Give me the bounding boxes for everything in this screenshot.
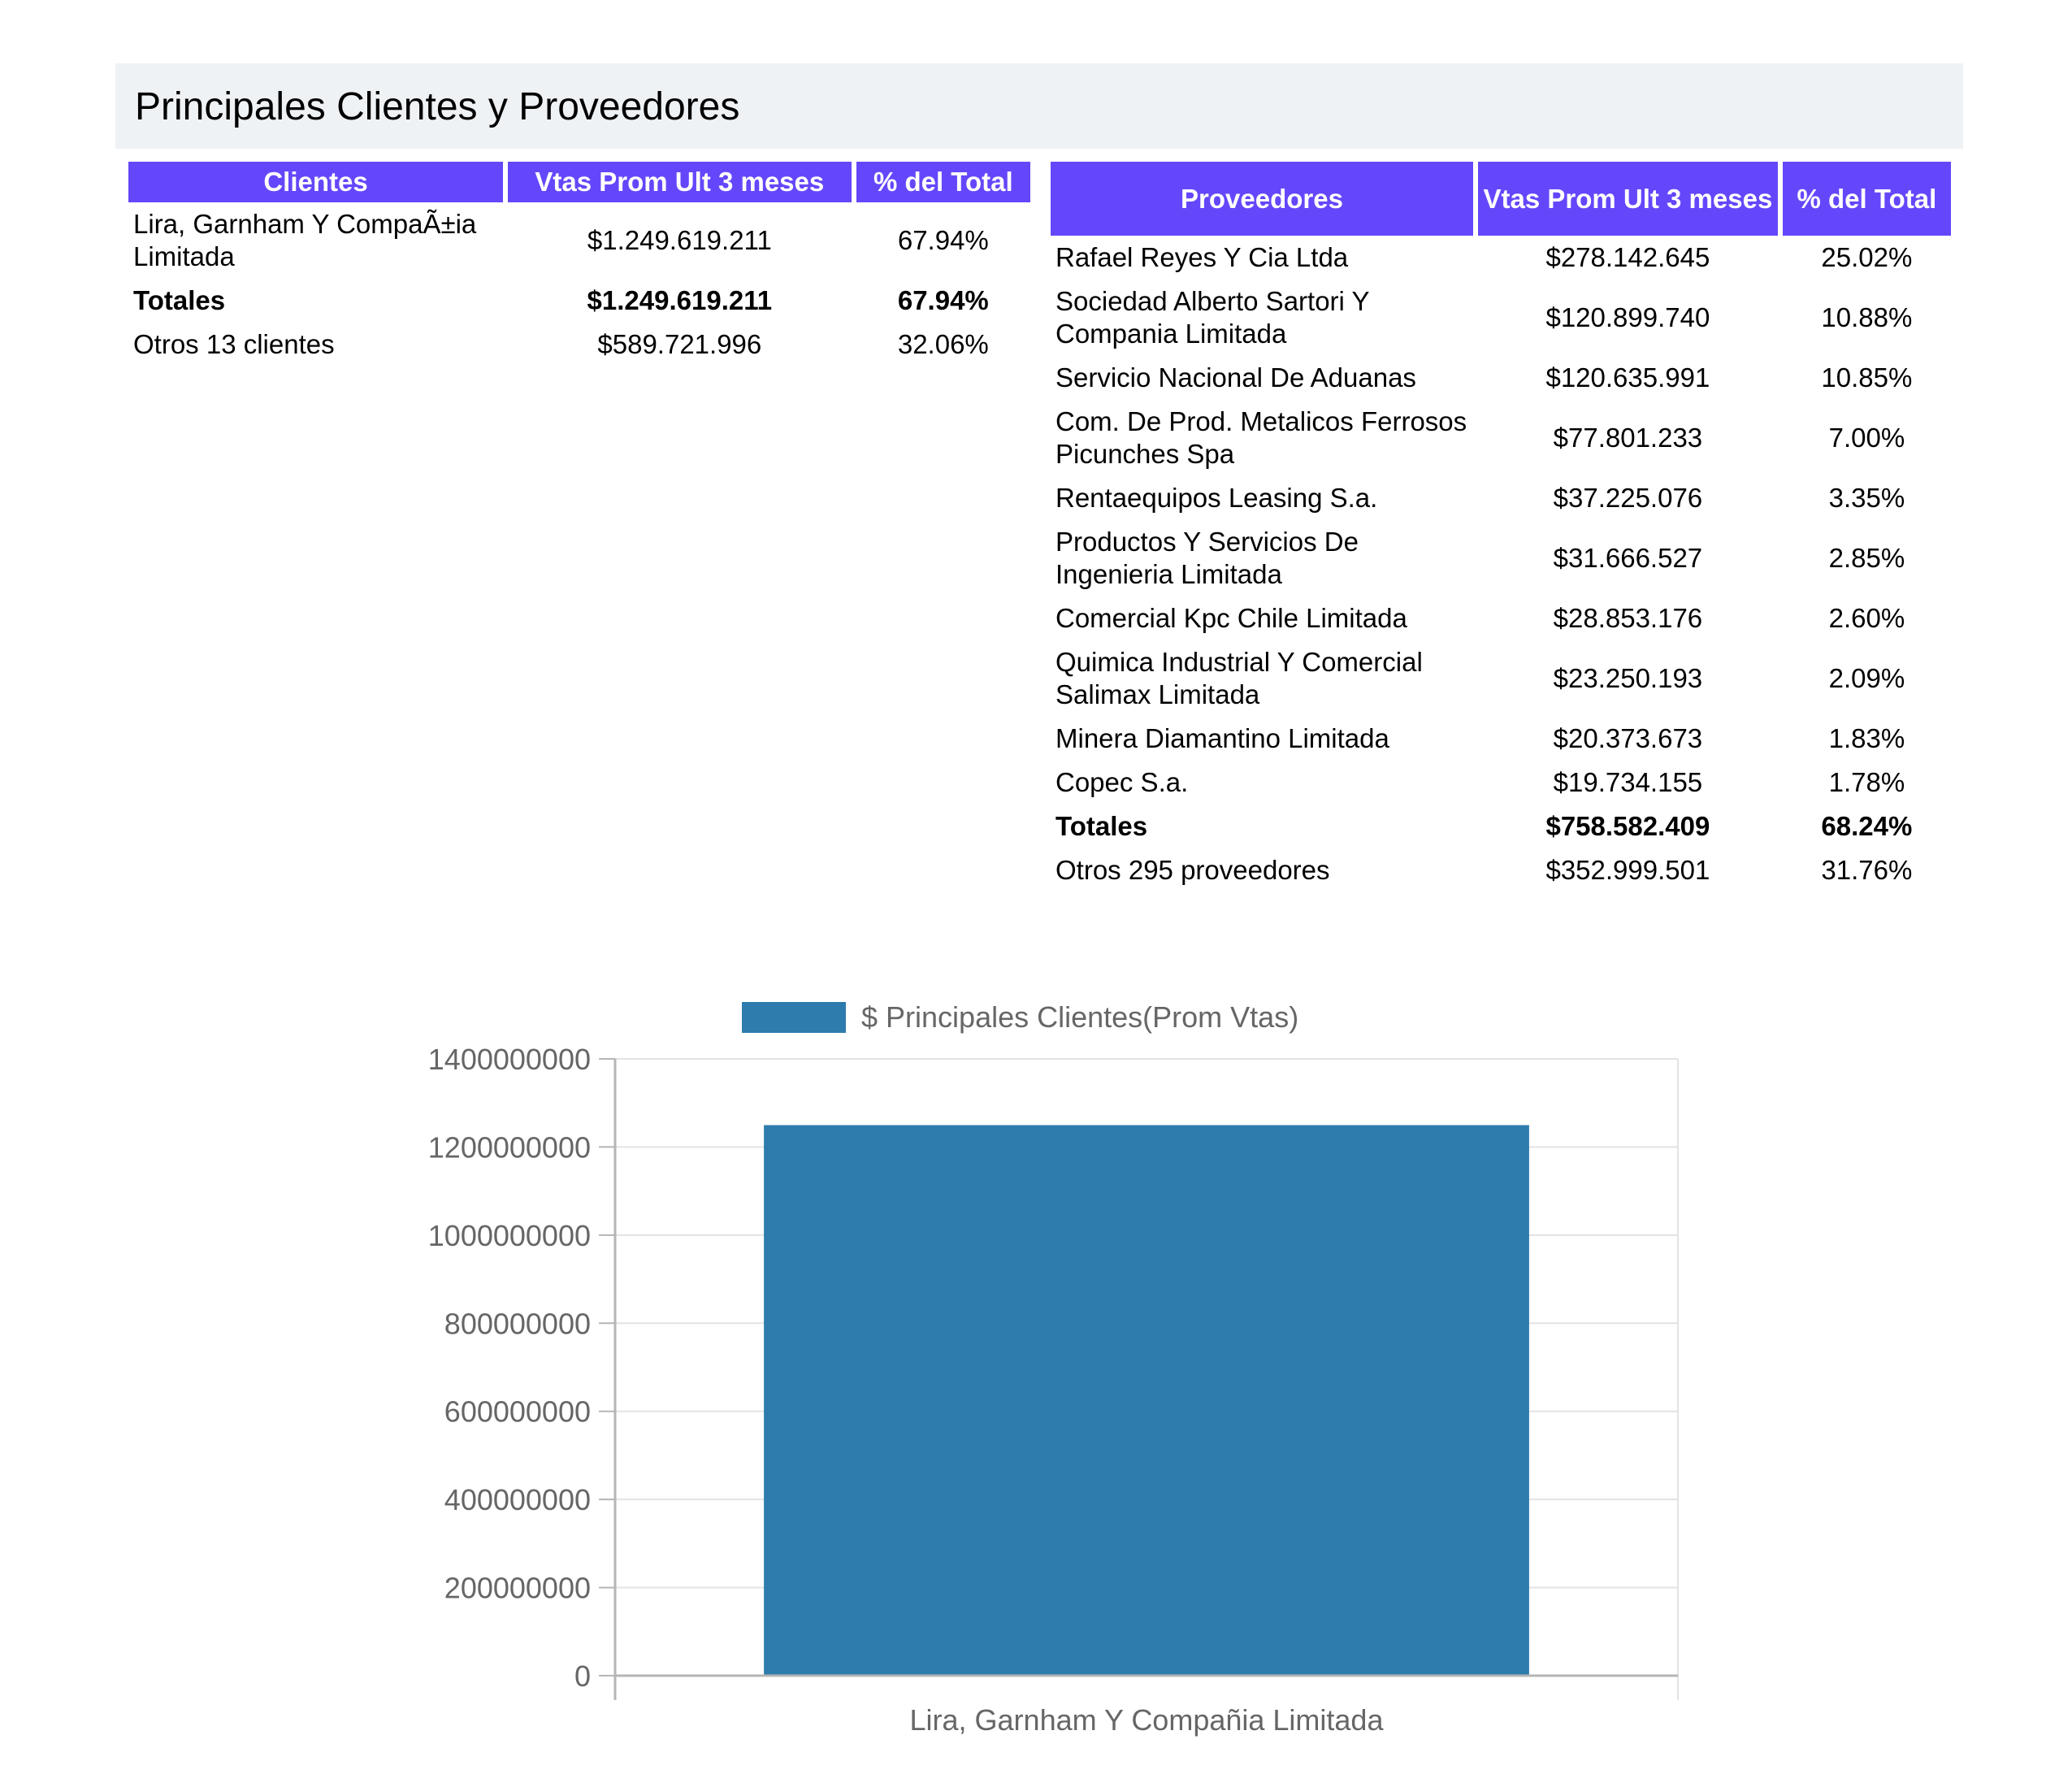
proveedores-row: Rentaequipos Leasing S.a. $37.225.076 3.35… (1051, 476, 1951, 520)
clientes-header-row: Clientes Vtas Prom Ult 3 meses % del Tot… (128, 162, 1030, 202)
proveedores-header-pct: % del Total (1782, 162, 1951, 236)
proveedores-others-pct: 31.76% (1821, 855, 1913, 885)
y-tick-label: 1400000000 (428, 1043, 591, 1076)
legend-swatch (742, 1002, 846, 1033)
proveedores-totals-name: Totales (1056, 811, 1148, 841)
clientes-others-pct: 32.06% (897, 329, 989, 359)
proveedores-totals-pct: 68.24% (1821, 811, 1913, 841)
proveedores-pct-cell: 1.78% (1828, 767, 1905, 797)
proveedores-value-cell: $278.142.645 (1545, 242, 1710, 272)
clientes-name-cell: Lira, Garnham Y CompaÃ±ia Limitada (133, 209, 477, 271)
proveedores-name-cell: Rafael Reyes Y Cia Ltda (1056, 242, 1349, 272)
y-tick-label: 200000000 (444, 1572, 591, 1605)
clientes-others-name: Otros 13 clientes (133, 329, 335, 359)
chart-legend: $ Principales Clientes(Prom Vtas) (742, 1000, 1298, 1034)
proveedores-name-cell: Productos Y Servicios De Ingenieria Limi… (1056, 527, 1359, 589)
clientes-table: Clientes Vtas Prom Ult 3 meses % del Tot… (124, 162, 1035, 367)
proveedores-row: Productos Y Servicios De Ingenieria Limi… (1051, 520, 1951, 596)
clientes-totals-name: Totales (133, 285, 226, 315)
chart-bar (764, 1125, 1529, 1676)
clientes-others-row: Otros 13 clientes $589.721.996 32.06% (128, 323, 1030, 367)
proveedores-pct-cell: 7.00% (1828, 423, 1905, 453)
proveedores-name-cell: Sociedad Alberto Sartori Y Compania Limi… (1056, 286, 1369, 349)
y-tick-label: 600000000 (444, 1395, 591, 1429)
proveedores-name-cell: Servicio Nacional De Aduanas (1056, 362, 1416, 393)
proveedores-others-name: Otros 295 proveedores (1056, 855, 1330, 885)
proveedores-value-cell: $120.899.740 (1545, 302, 1710, 332)
proveedores-pct-cell: 2.60% (1828, 603, 1905, 633)
proveedores-pct-cell: 10.85% (1821, 362, 1913, 393)
proveedores-value-cell: $20.373.673 (1553, 723, 1703, 753)
proveedores-value-cell: $31.666.527 (1553, 543, 1703, 573)
proveedores-table: Proveedores Vtas Prom Ult 3 meses % del … (1046, 162, 1956, 892)
proveedores-row: Comercial Kpc Chile Limitada $28.853.176 2… (1051, 596, 1951, 640)
proveedores-value-cell: $37.225.076 (1553, 483, 1703, 513)
proveedores-name-cell: Comercial Kpc Chile Limitada (1056, 603, 1407, 633)
proveedores-pct-cell: 10.88% (1821, 302, 1913, 332)
proveedores-value-cell: $23.250.193 (1553, 663, 1703, 693)
proveedores-value-cell: $120.635.991 (1545, 362, 1710, 393)
proveedores-row: Copec S.a. $19.734.155 1.78% (1051, 761, 1951, 805)
proveedores-name-cell: Com. De Prod. Metalicos Ferrosos Picunch… (1056, 406, 1467, 469)
proveedores-pct-cell: 3.35% (1828, 483, 1905, 513)
clientes-totals-pct: 67.94% (897, 285, 989, 315)
x-tick-label: Lira, Garnham Y Compañia Limitada (910, 1703, 1385, 1737)
proveedores-value-cell: $19.734.155 (1553, 767, 1703, 797)
proveedores-pct-cell: 1.83% (1828, 723, 1905, 753)
proveedores-pct-cell: 2.09% (1828, 663, 1905, 693)
proveedores-header-value: Vtas Prom Ult 3 meses (1478, 162, 1778, 236)
clientes-totals-value: $1.249.619.211 (587, 285, 773, 315)
clientes-row: Lira, Garnham Y CompaÃ±ia Limitada $1.249… (128, 202, 1030, 279)
proveedores-row: Servicio Nacional De Aduanas $120.635.991… (1051, 356, 1951, 400)
proveedores-value-cell: $28.853.176 (1553, 603, 1703, 633)
y-tick-label: 800000000 (444, 1307, 591, 1340)
proveedores-value-cell: $77.801.233 (1553, 423, 1703, 453)
y-tick-label: 1000000000 (428, 1219, 591, 1252)
clientes-others-value: $589.721.996 (597, 329, 762, 359)
clientes-value-cell: $1.249.619.211 (587, 225, 772, 255)
proveedores-name-cell: Rentaequipos Leasing S.a. (1056, 483, 1378, 513)
proveedores-totals-value: $758.582.409 (1545, 811, 1710, 841)
clientes-header-name: Clientes (128, 162, 504, 202)
proveedores-name-cell: Copec S.a. (1056, 767, 1189, 797)
proveedores-others-row: Otros 295 proveedores $352.999.501 31.76% (1051, 848, 1951, 892)
proveedores-row: Sociedad Alberto Sartori Y Compania Limi… (1051, 280, 1951, 356)
proveedores-name-cell: Quimica Industrial Y Comercial Salimax L… (1056, 647, 1423, 709)
clientes-header-value: Vtas Prom Ult 3 meses (508, 162, 852, 202)
page-title: Principales Clientes y Proveedores (135, 85, 740, 128)
clientes-body: Lira, Garnham Y CompaÃ±ia Limitada $1.249… (128, 202, 1030, 367)
proveedores-name-cell: Minera Diamantino Limitada (1056, 723, 1389, 753)
proveedores-row: Minera Diamantino Limitada $20.373.673 1.8… (1051, 717, 1951, 761)
clientes-header-pct: % del Total (856, 162, 1030, 202)
proveedores-body: Rafael Reyes Y Cia Ltda $278.142.645 25.02… (1051, 236, 1951, 892)
chart-svg: 0 200000000 400000000 600000000 800000000 100… (428, 1000, 1679, 1737)
proveedores-row: Com. De Prod. Metalicos Ferrosos Picunch… (1051, 400, 1951, 476)
y-tick-label: 400000000 (444, 1483, 591, 1516)
proveedores-header-row: Proveedores Vtas Prom Ult 3 meses % del … (1051, 162, 1951, 236)
chart-axes: 0 200000000 400000000 600000000 800000000 100… (428, 1043, 1678, 1737)
proveedores-row: Rafael Reyes Y Cia Ltda $278.142.645 25.02… (1051, 236, 1951, 280)
clientes-chart: 0 200000000 400000000 600000000 800000000 100… (0, 975, 2072, 1755)
clientes-pct-cell: 67.94% (897, 225, 989, 255)
proveedores-others-value: $352.999.501 (1545, 855, 1710, 885)
proveedores-header-name: Proveedores (1051, 162, 1474, 236)
chart-bars (764, 1125, 1529, 1676)
y-tick-label: 1200000000 (428, 1130, 591, 1164)
y-tick-label: 0 (574, 1659, 591, 1693)
proveedores-pct-cell: 25.02% (1821, 242, 1913, 272)
legend-label: $ Principales Clientes(Prom Vtas) (861, 1000, 1298, 1034)
proveedores-totals-row: Totales $758.582.409 68.24% (1051, 805, 1951, 848)
proveedores-pct-cell: 2.85% (1828, 543, 1905, 573)
proveedores-row: Quimica Industrial Y Comercial Salimax L… (1051, 640, 1951, 717)
clientes-totals-row: Totales $1.249.619.211 67.94% (128, 279, 1030, 323)
page-header: Principales Clientes y Proveedores (115, 63, 1963, 149)
